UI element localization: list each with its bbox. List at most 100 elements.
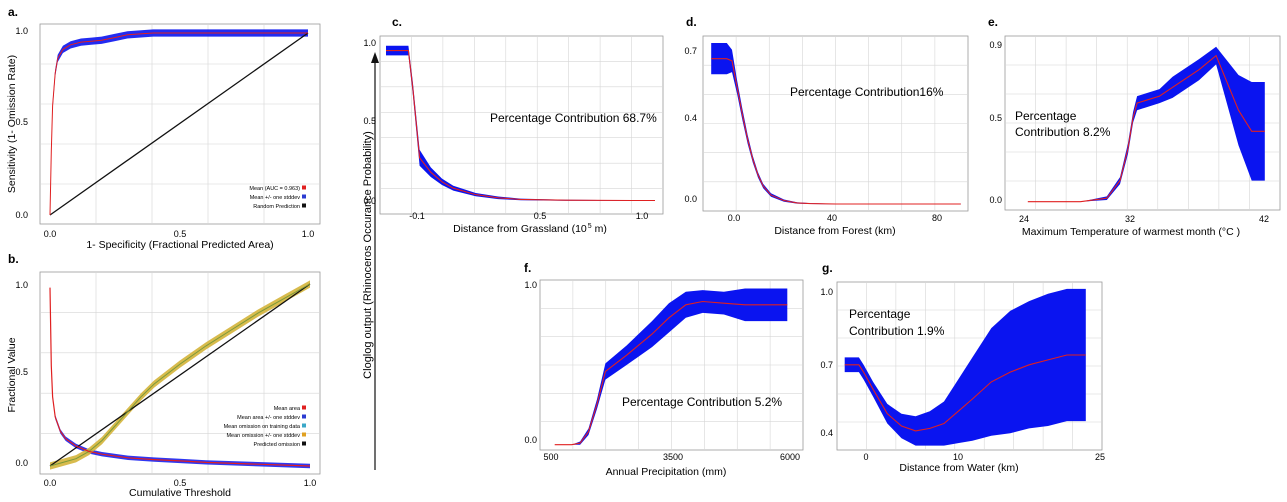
panel-b-legend-swatch-3 (302, 432, 306, 437)
panel-a-xlabel: 1- Specificity (Fractional Predicted Are… (86, 239, 273, 251)
panel-d-plot (711, 43, 961, 205)
mean-area-line (49, 287, 311, 467)
panel-b-legend-label-0: Mean area (274, 406, 301, 412)
panel-b-xtick-0: 0.0 (44, 478, 57, 488)
panel-d-letter: d. (686, 15, 697, 29)
panel-g-plot (844, 288, 1086, 446)
panel-a-legend-swatch-0 (302, 185, 306, 190)
response-mean-line (386, 50, 655, 202)
shared-y-axis-label: Cloglog output (Rhinoceros Occurance Pro… (362, 131, 374, 379)
panel-b-legend-swatch-4 (302, 441, 306, 446)
panel-f-xtick-2: 6000 (780, 452, 800, 462)
panel-b-legend-swatch-0 (302, 405, 306, 410)
panel-a-legend-swatch-2 (302, 203, 306, 208)
panel-d-annotation: Percentage Contribution16% (790, 85, 944, 99)
panel-f-xtick-0: 500 (543, 452, 558, 462)
panel-f-xlabel: Annual Precipitation (mm) (606, 466, 727, 478)
panel-f-letter: f. (524, 261, 531, 275)
panel-f-plot (554, 288, 788, 446)
panel-a-ytick-bottom: 0.0 (15, 210, 28, 220)
panel-g-xtick-2: 25 (1095, 452, 1105, 462)
panel-a: a. 1.0 0.5 0.0 0.0 0.5 1.0 1- Specificit… (6, 5, 321, 251)
panel-e: e. 0.9 0.5 0.0 24 32 42 Maximum Temperat… (988, 15, 1281, 238)
panel-a-xtick-0: 0.0 (44, 229, 57, 239)
panel-b-ytick-top: 1.0 (15, 280, 28, 290)
panel-d-xlabel: Distance from Forest (km) (774, 225, 895, 237)
panel-e-xtick-1: 32 (1125, 214, 1135, 224)
panel-g-ytick-mid: 0.7 (820, 360, 833, 370)
panel-a-legend-label-2: Random Prediction (253, 204, 300, 210)
panel-e-ytick-mid: 0.5 (989, 113, 1002, 123)
panel-a-ylabel: Sensitivity (1- Omission Rate) (6, 55, 18, 193)
panel-b-legend-label-4: Predicted omission (254, 442, 300, 448)
panel-e-ytick-top: 0.9 (989, 40, 1002, 50)
panel-a-legend-label-1: Mean +/- one stddev (250, 195, 301, 201)
panel-b-ytick-mid: 0.5 (15, 367, 28, 377)
shared-y-axis: Cloglog output (Rhinoceros Occurance Pro… (362, 52, 379, 470)
panel-e-annotation-line-2: Contribution 8.2% (1015, 125, 1111, 139)
panel-a-ytick-mid: 0.5 (15, 117, 28, 127)
panel-f-xtick-1: 3500 (663, 452, 683, 462)
response-stddev-band (844, 288, 1086, 446)
panel-e-ytick-bottom: 0.0 (989, 195, 1002, 205)
panel-b: b. 1.0 0.5 0.0 0.0 0.5 1.0 Cumulative Th… (6, 252, 321, 499)
panel-g-xtick-0: 0 (863, 452, 868, 462)
mean-omission-line (49, 283, 311, 467)
panel-c-plot (386, 45, 655, 202)
panel-b-legend-label-2: Mean omission on training data (224, 424, 301, 430)
panel-e-xtick-0: 24 (1019, 214, 1029, 224)
panel-g-ytick-bottom: 0.4 (820, 428, 833, 438)
panel-b-xlabel: Cumulative Threshold (129, 487, 231, 499)
response-stddev-band (554, 288, 788, 445)
panel-c-frame (379, 35, 664, 215)
panel-f-annotation: Percentage Contribution 5.2% (622, 395, 782, 409)
panel-g: g. 1.0 0.7 0.4 0 10 25 Distance from Wat… (820, 261, 1105, 474)
panel-f: f. 1.0 0.0 500 3500 6000 Annual Precipit… (524, 261, 804, 478)
panel-b-legend-swatch-1 (302, 414, 306, 419)
panel-g-xtick-1: 10 (953, 452, 963, 462)
panel-a-plot (49, 29, 309, 219)
panel-b-xtick-1: 0.5 (174, 478, 187, 488)
response-mean-line (711, 58, 961, 205)
panel-c-ytick-bottom: 0.0 (363, 196, 376, 206)
panel-e-xlabel: Maximum Temperature of warmest month (°C… (1022, 226, 1240, 238)
panel-d: d. 0.7 0.4 0.0 0.0 40 80 Distance from F… (684, 15, 969, 237)
panel-a-legend: Mean (AUC = 0.963) Mean +/- one stddev R… (249, 185, 306, 210)
panel-b-legend-swatch-2 (302, 423, 306, 428)
response-mean-line (844, 354, 1086, 432)
arrow-head-icon (371, 52, 379, 63)
panel-e-annotation-line-1: Percentage (1015, 109, 1077, 123)
panel-e-xtick-2: 42 (1259, 214, 1269, 224)
panel-f-ytick-bottom: 0.0 (524, 435, 537, 445)
panel-a-xtick-1: 0.5 (174, 229, 187, 239)
panel-c-ytick-top: 1.0 (363, 38, 376, 48)
panel-g-xlabel: Distance from Water (km) (899, 462, 1018, 474)
panel-a-ytick-top: 1.0 (15, 26, 28, 36)
panel-b-legend-label-1: Mean area +/- one stddev (237, 415, 300, 421)
panel-c-xtick-0: -0.1 (409, 211, 425, 221)
panel-b-ytick-bottom: 0.0 (15, 458, 28, 468)
panel-b-grid (40, 272, 320, 474)
panel-d-grid (703, 36, 968, 211)
panel-f-ytick-top: 1.0 (524, 280, 537, 290)
panel-d-xtick-1: 40 (827, 213, 837, 223)
panel-b-legend-label-3: Mean omission +/- one stddev (226, 433, 300, 439)
panel-d-ytick-mid: 0.4 (684, 113, 697, 123)
panel-g-ytick-top: 1.0 (820, 287, 833, 297)
panel-a-xtick-2: 1.0 (302, 229, 315, 239)
random-prediction-line (49, 32, 309, 216)
predicted-omission-line (49, 283, 311, 467)
panel-c-letter: c. (392, 15, 402, 29)
panel-b-legend: Mean area Mean area +/- one stddev Mean … (224, 405, 306, 448)
panel-c-annotation: Percentage Contribution 68.7% (490, 111, 657, 125)
omission-band (50, 280, 310, 470)
panel-g-letter: g. (822, 261, 833, 275)
panel-d-xtick-2: 80 (932, 213, 942, 223)
response-mean-line (554, 300, 788, 446)
panel-e-letter: e. (988, 15, 998, 29)
panel-a-letter: a. (8, 5, 18, 19)
panel-b-letter: b. (8, 252, 19, 266)
panel-a-grid (40, 24, 320, 224)
panel-d-ytick-bottom: 0.0 (684, 194, 697, 204)
